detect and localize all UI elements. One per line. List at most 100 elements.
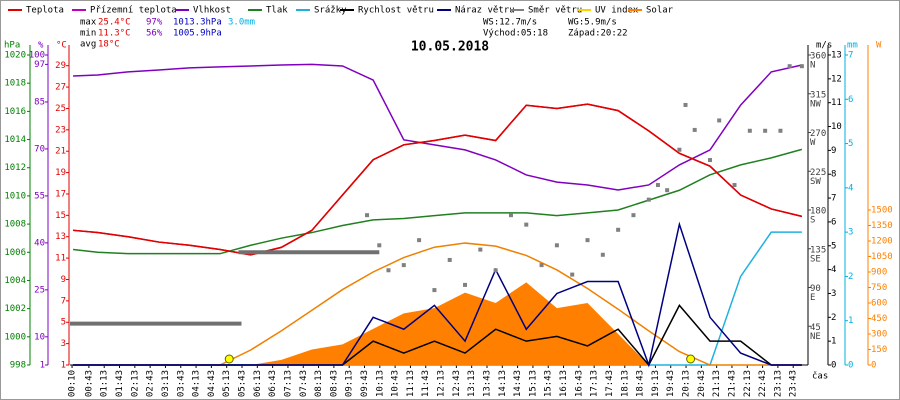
direction-point — [683, 102, 688, 107]
y-tick-label: 1004 — [4, 276, 26, 286]
x-tick-label: 04:43 — [207, 370, 217, 397]
y-tick-label: 4 — [831, 265, 836, 275]
axis-unit: W — [876, 41, 882, 51]
axis-unit: m/s — [816, 41, 832, 51]
stat-hum: 56% — [146, 29, 163, 39]
y-tick-label: 11 — [831, 98, 842, 108]
direction-point — [365, 213, 370, 218]
direction-point — [717, 118, 722, 123]
x-tick-label: 19:13 — [651, 370, 661, 397]
stat-label: max — [80, 18, 97, 28]
direction-point — [570, 272, 575, 277]
x-axis-label: čas — [812, 371, 828, 382]
y-tick-label: 11 — [55, 254, 66, 264]
direction-point — [493, 268, 498, 273]
y-tick-label: 1020 — [4, 51, 26, 61]
x-tick-label: 22:13 — [743, 370, 753, 397]
y-tick-name: SE — [810, 254, 821, 264]
sun-marker — [224, 354, 234, 364]
y-tick-label: 270 — [810, 129, 826, 139]
direction-point — [708, 158, 713, 163]
x-tick-label: 13:13 — [467, 370, 477, 397]
y-tick-label: 10 — [831, 122, 842, 132]
x-tick-label: 18:13 — [620, 370, 630, 397]
x-tick-label: 14:43 — [513, 370, 523, 397]
y-tick-label: 25 — [34, 285, 45, 295]
y-tick-label: 55 — [34, 191, 45, 201]
y-tick-label: 5 — [61, 318, 66, 328]
y-tick-label: 21 — [55, 147, 66, 157]
y-tick-label: 1350 — [871, 221, 893, 231]
y-tick-label: 5 — [831, 241, 836, 251]
y-tick-label: 225 — [810, 168, 826, 178]
y-tick-name: NW — [810, 99, 821, 109]
x-tick-label: 17:13 — [590, 370, 600, 397]
legend-label: Vlhkost — [193, 6, 231, 16]
y-tick-label: 3 — [61, 339, 66, 349]
stat-hum: 97% — [146, 18, 163, 28]
y-tick-label: 100 — [29, 51, 45, 61]
y-tick-label: 90 — [810, 284, 821, 294]
x-tick-label: 21:43 — [727, 370, 737, 397]
y-tick-label: 1018 — [4, 79, 26, 89]
y-tick-label: 13 — [55, 232, 66, 242]
direction-point — [508, 213, 513, 218]
y-tick-label: 1 — [40, 361, 45, 371]
y-tick-label: 9 — [61, 275, 66, 285]
y-tick-label: 19 — [55, 168, 66, 178]
y-tick-label: 2 — [831, 313, 836, 323]
x-tick-label: 08:43 — [329, 370, 339, 397]
solar-area — [73, 282, 802, 365]
x-tick-label: 13:43 — [482, 370, 492, 397]
legend-label: Teplota — [26, 6, 64, 16]
x-tick-label: 10:43 — [391, 370, 401, 397]
x-tick-label: 09:13 — [345, 370, 355, 397]
y-tick-name: W — [810, 138, 816, 148]
y-tick-label: 29 — [55, 61, 66, 71]
x-tick-label: 01:13 — [100, 370, 110, 397]
direction-point — [377, 243, 382, 248]
x-tick-label: 07:13 — [283, 370, 293, 397]
y-tick-label: 23 — [55, 125, 66, 135]
y-tick-label: 70 — [34, 144, 45, 154]
x-tick-label: 09:43 — [360, 370, 370, 397]
legend-label: Tlak — [266, 6, 288, 16]
y-tick-label: 600 — [871, 299, 887, 309]
direction-point — [787, 64, 792, 69]
temperature-line — [72, 103, 803, 256]
direction-point — [677, 147, 682, 152]
y-tick-label: 1008 — [4, 220, 26, 230]
x-tick-label: 19:43 — [666, 370, 676, 397]
legend-label: Náraz větru — [455, 6, 515, 16]
y-tick-label: 1 — [831, 337, 836, 347]
y-tick-label: 1014 — [4, 135, 26, 145]
series-line — [72, 148, 803, 255]
y-tick-label: 13 — [831, 51, 842, 61]
x-tick-label: 05:13 — [222, 370, 232, 397]
x-tick-label: 02:13 — [130, 370, 140, 397]
direction-point — [799, 64, 804, 69]
x-tick-label: 20:13 — [682, 370, 692, 397]
direction-point — [539, 263, 544, 268]
y-tick-label: 1010 — [4, 191, 26, 201]
legend-label: Solar — [646, 6, 674, 16]
legend-label: Přízemní teplota — [90, 6, 177, 16]
sun-marker — [686, 354, 696, 364]
y-tick-label: 1500 — [871, 206, 893, 216]
x-tick-label: 16:43 — [574, 370, 584, 397]
x-tick-label: 23:13 — [773, 370, 783, 397]
direction-point — [732, 183, 737, 188]
stat-temp: 11.3°C — [98, 29, 131, 39]
x-tick-label: 01:43 — [115, 370, 125, 397]
y-tick-label: 12 — [831, 74, 842, 84]
y-tick-label: 315 — [810, 90, 826, 100]
axis-unit: °C — [56, 41, 67, 51]
series-line — [73, 63, 803, 191]
y-tick-label: 85 — [34, 97, 45, 107]
y-tick-label: 900 — [871, 268, 887, 278]
y-tick-label: 360 — [810, 52, 826, 62]
y-tick-label: 0 — [831, 361, 836, 371]
wind-info: WS:12.7m/s — [483, 18, 537, 28]
direction-point — [524, 222, 529, 227]
y-tick-label: 7 — [61, 296, 66, 306]
